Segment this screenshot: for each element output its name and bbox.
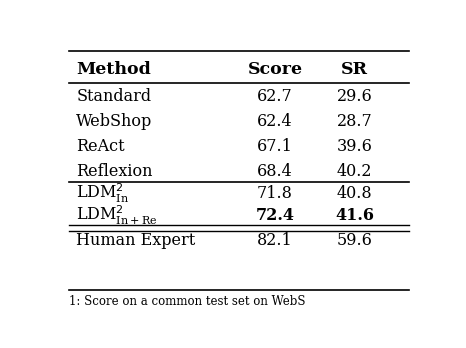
Text: 68.4: 68.4 [257, 163, 293, 180]
Text: Human Expert: Human Expert [76, 232, 196, 249]
Text: LDM$^2_{\mathregular{In}}$: LDM$^2_{\mathregular{In}}$ [76, 182, 130, 205]
Text: 29.6: 29.6 [336, 88, 372, 105]
Text: 40.8: 40.8 [336, 185, 372, 202]
Text: 59.6: 59.6 [336, 232, 372, 249]
Text: Reflexion: Reflexion [76, 163, 153, 180]
Text: LDM$^2_{\mathregular{In+Re}}$: LDM$^2_{\mathregular{In+Re}}$ [76, 204, 158, 227]
Text: 72.4: 72.4 [255, 207, 295, 224]
Text: 67.1: 67.1 [257, 138, 293, 155]
Text: 71.8: 71.8 [257, 185, 293, 202]
Text: WebShop: WebShop [76, 113, 152, 130]
Text: SR: SR [341, 61, 368, 78]
Text: 62.4: 62.4 [257, 113, 293, 130]
Text: 39.6: 39.6 [336, 138, 372, 155]
Text: Score: Score [247, 61, 302, 78]
Text: 62.7: 62.7 [257, 88, 293, 105]
Text: 41.6: 41.6 [335, 207, 374, 224]
Text: Standard: Standard [76, 88, 151, 105]
Text: 40.2: 40.2 [336, 163, 372, 180]
Text: 82.1: 82.1 [257, 232, 293, 249]
Text: 1: Score on a common test set on WebS: 1: Score on a common test set on WebS [69, 295, 306, 308]
Text: ReAct: ReAct [76, 138, 125, 155]
Text: 28.7: 28.7 [336, 113, 372, 130]
Text: Method: Method [76, 61, 151, 78]
